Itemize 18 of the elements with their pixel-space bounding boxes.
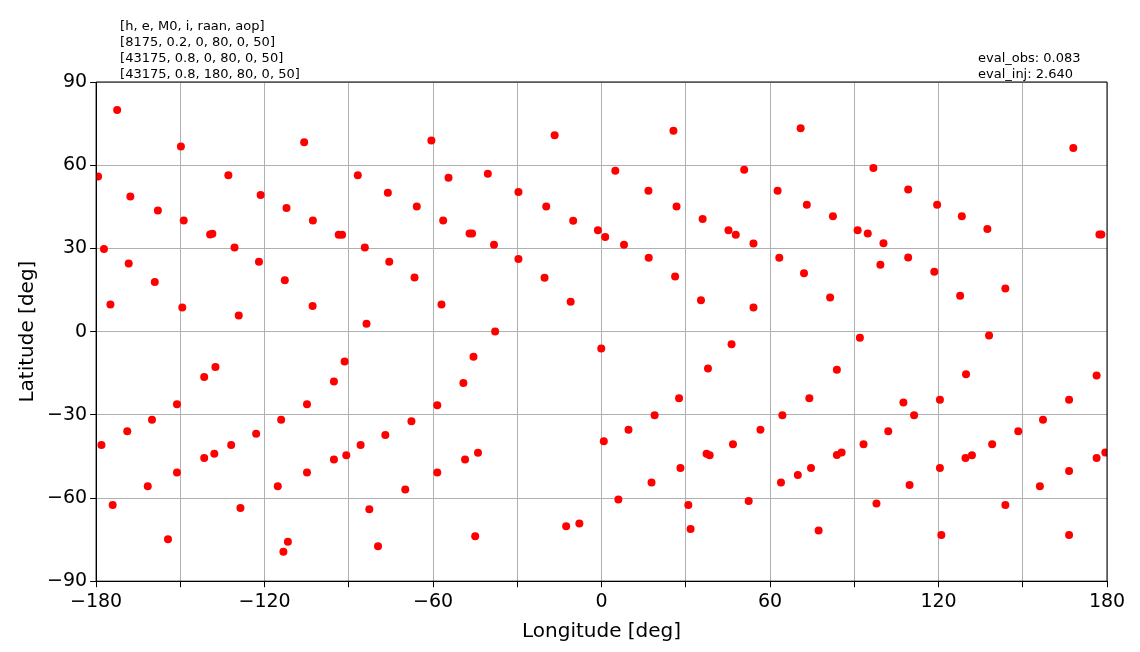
x-tick-label: 60 xyxy=(757,588,783,611)
x-tick-label: 180 xyxy=(1088,588,1126,611)
x-tick-label: 0 xyxy=(595,588,608,611)
y-tick-label: 90 xyxy=(62,68,88,91)
x-tick-label: −180 xyxy=(70,588,123,611)
y-tick-label: −90 xyxy=(46,568,88,591)
text: eval_obs: 0.083 eval_inj: 2.640 xyxy=(978,50,1081,81)
x-tick-label: −60 xyxy=(413,588,454,611)
x-axis-title: Longitude [deg] xyxy=(521,618,682,643)
y-tick-label: −30 xyxy=(46,401,88,424)
text: [h, e, M0, i, raan, aop] [8175, 0.2, 0, 80, 0, 50] [43175, 0.8, 0, 80, 0, 50] [43175, 0.8, 180, 80, 0, 50] xyxy=(120,18,300,81)
x-tick-label: 120 xyxy=(920,588,957,611)
y-axis-title: Latitude [deg] xyxy=(14,260,39,403)
x-tick-label: −120 xyxy=(238,588,291,611)
y-tick-label: −60 xyxy=(46,484,88,507)
y-tick-label: 0 xyxy=(75,318,88,341)
y-tick-label: 30 xyxy=(62,235,88,258)
y-tick-label: 60 xyxy=(62,152,88,175)
